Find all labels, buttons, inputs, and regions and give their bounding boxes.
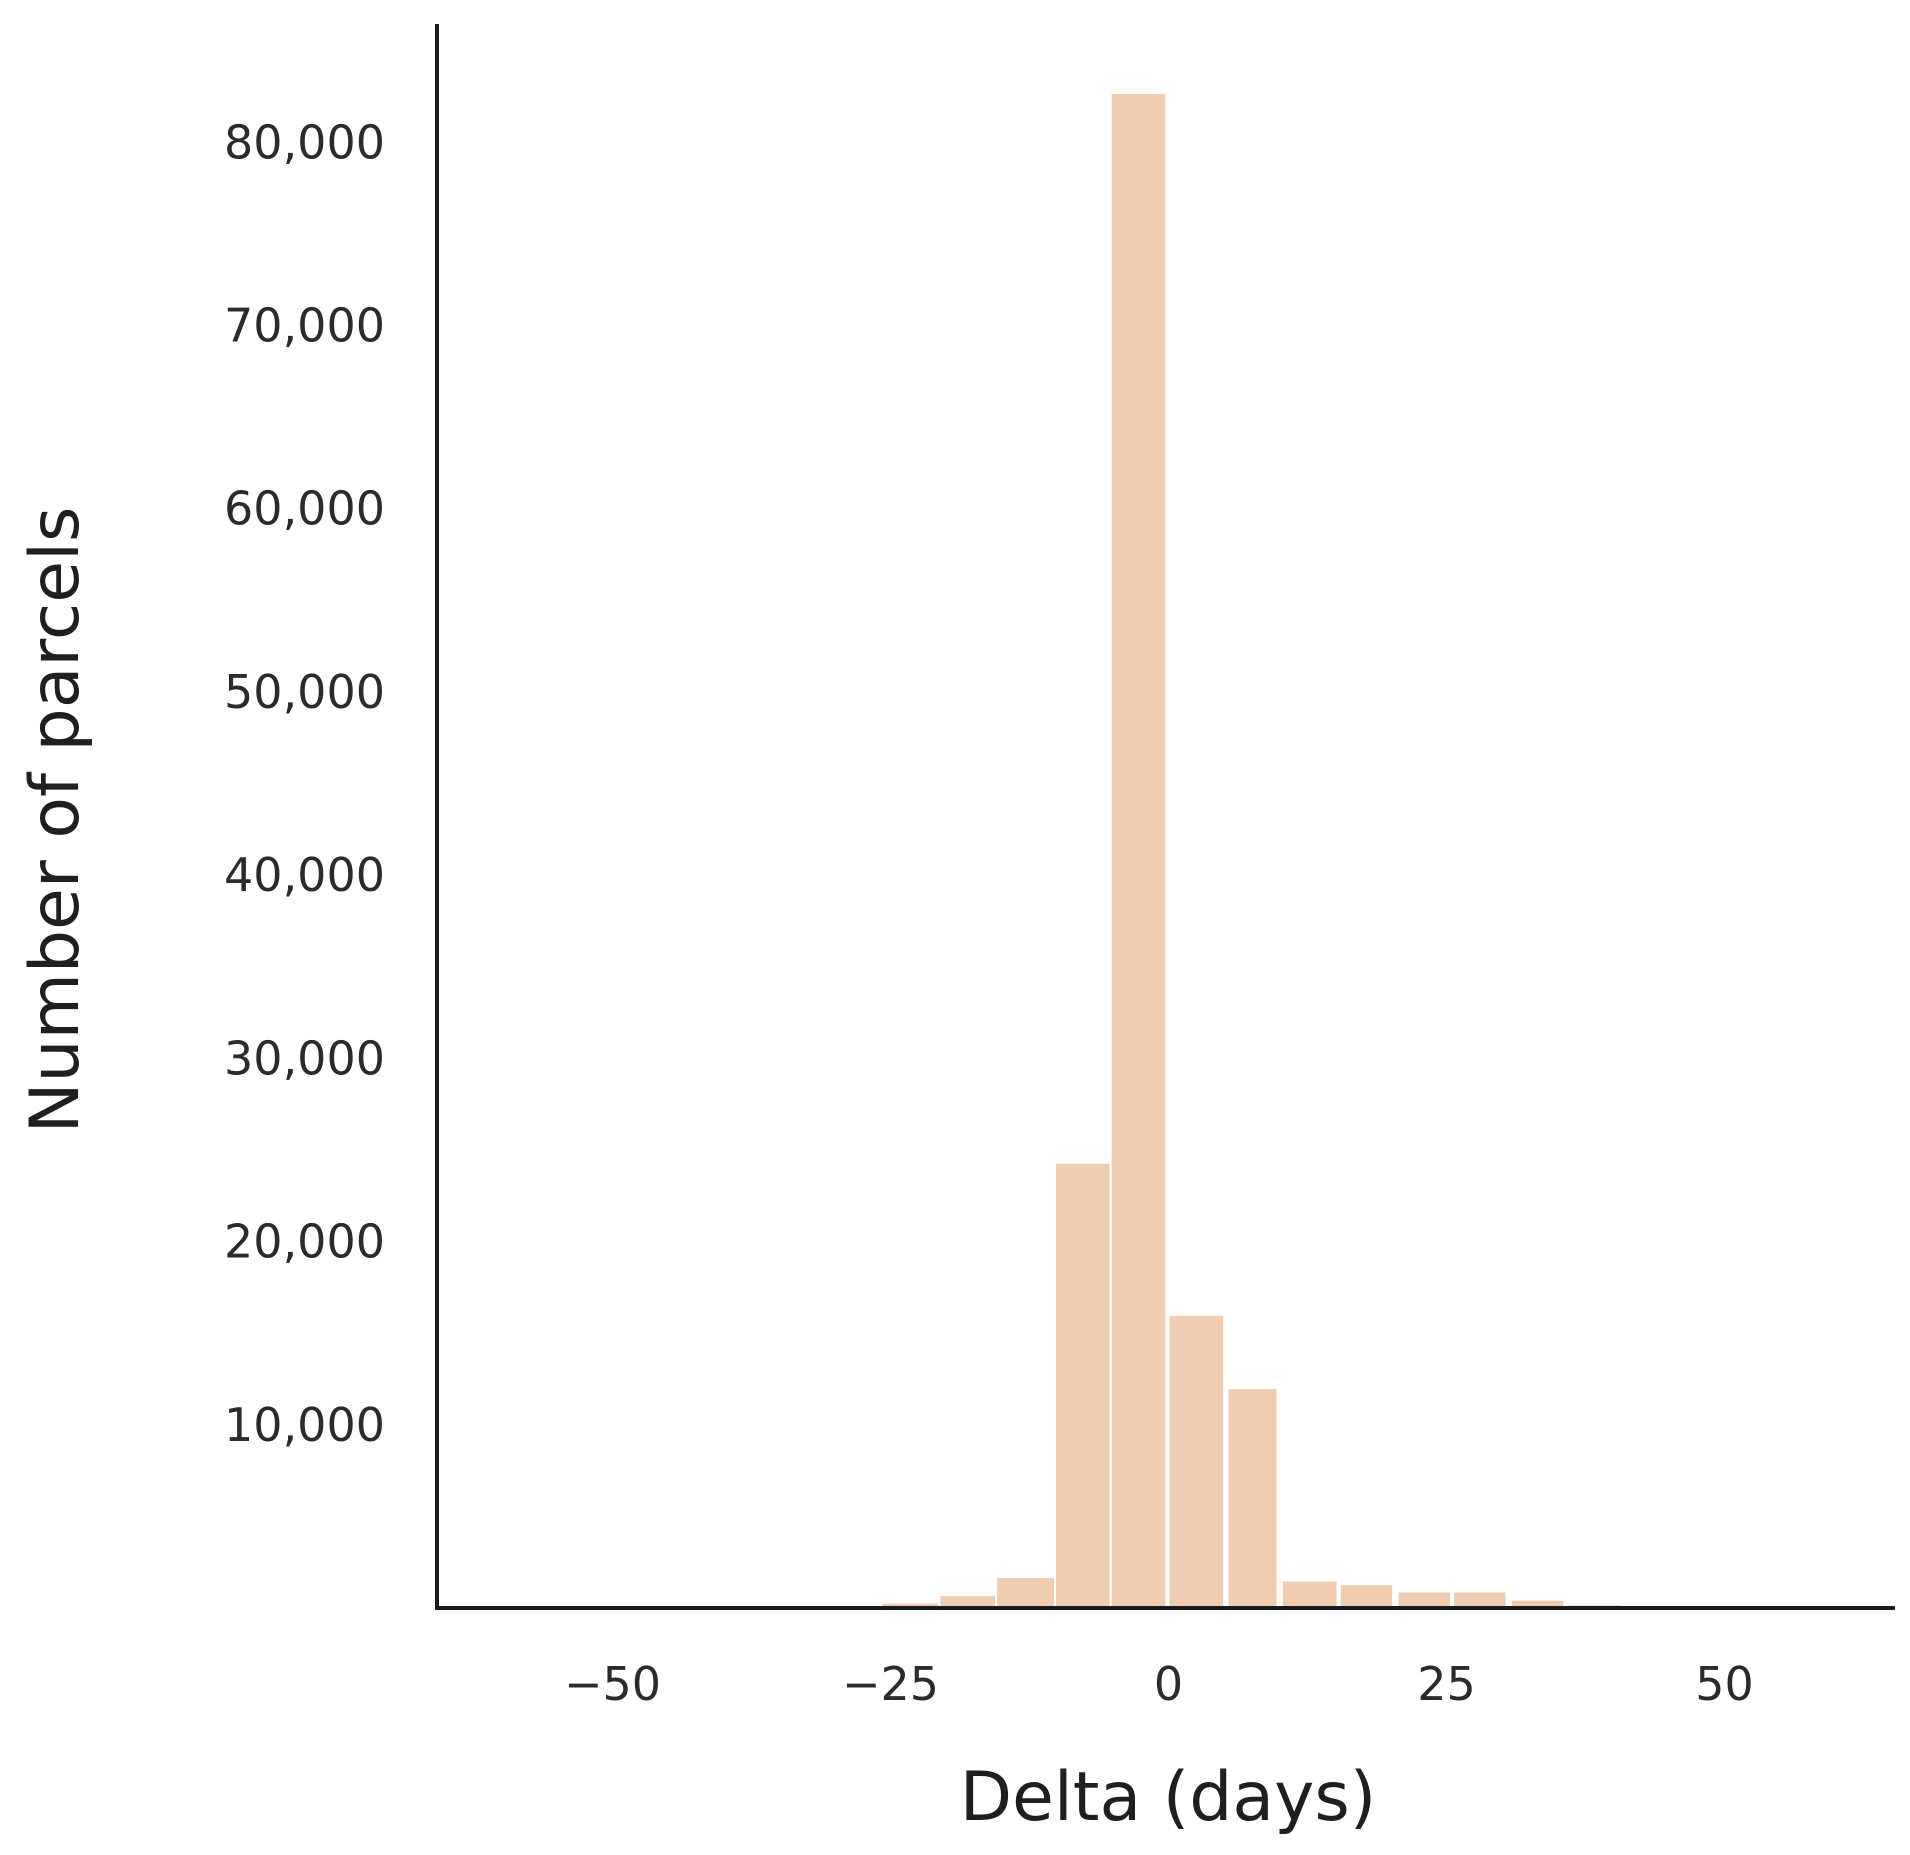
y-tick-label: 40,000 [224,848,385,902]
y-tick-label: 20,000 [224,1215,385,1269]
histogram-bars [880,91,1624,1610]
histogram-bar [1396,1590,1452,1609]
x-tick-label: 50 [1695,1657,1754,1711]
y-tick-labels: 10,000 20,000 30,000 40,000 50,000 60,000 70,0… [224,115,385,1451]
x-tick-label: 0 [1154,1657,1183,1711]
y-tick-label: 80,000 [224,115,385,169]
x-tick-label: 25 [1417,1657,1476,1711]
histogram-bar [1280,1579,1339,1610]
histogram-bar [1109,91,1168,1609]
histogram-bar [1452,1590,1508,1609]
y-tick-label: 70,000 [224,299,385,353]
histogram-bar [1167,1313,1226,1610]
x-tick-labels: −50 −25 0 25 50 [564,1657,1754,1711]
x-axis-title: Delta (days) [960,1758,1377,1837]
y-tick-label: 30,000 [224,1031,385,1085]
histogram-bar [1338,1583,1395,1610]
histogram-bar [1054,1161,1112,1610]
histogram-bar [1226,1387,1279,1610]
histogram-bar [995,1575,1057,1610]
x-tick-label: −50 [564,1657,661,1711]
y-tick-label: 60,000 [224,482,385,536]
y-axis-title: Number of parcels [16,507,95,1134]
y-tick-label: 10,000 [224,1398,385,1452]
x-tick-label: −25 [842,1657,939,1711]
y-tick-label: 50,000 [224,665,385,719]
